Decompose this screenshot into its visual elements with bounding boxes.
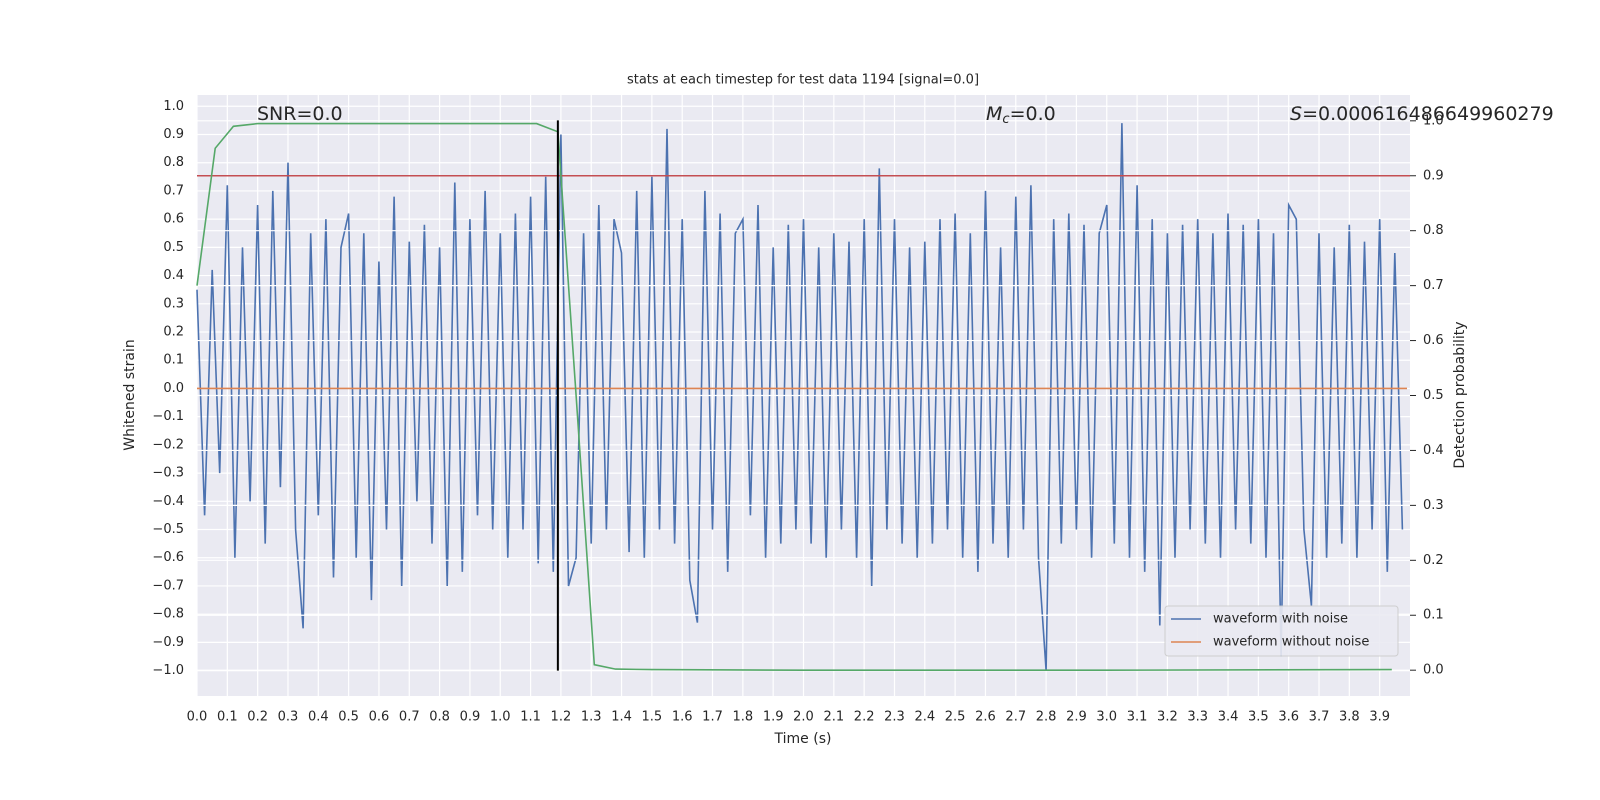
legend-label: waveform with noise [1213,612,1348,627]
x-tick-label: 3.0 [1096,710,1117,725]
annotation-text: SNR=0.0 [257,103,343,125]
y-tick-label: −0.6 [152,550,184,565]
x-tick-label: 2.8 [1036,710,1057,725]
y-tick-label: −0.7 [152,578,184,593]
x-tick-label: 2.9 [1066,710,1087,725]
chart-title: stats at each timestep for test data 119… [627,73,979,88]
y-tick-label: 1.0 [163,99,184,114]
annotation-text: =0.0 [1010,103,1056,125]
y-tick-label: 0.7 [163,183,184,198]
y-axis-label: Whitened strain [122,339,138,450]
x-tick-label: 0.0 [187,710,208,725]
x-tick-label: 2.7 [1005,710,1026,725]
x-tick-label: 1.8 [733,710,754,725]
y-tick-label: 0.0 [163,381,184,396]
y-tick-label: −0.3 [152,466,184,481]
y-tick-label: 0.3 [163,296,184,311]
x-tick-label: 0.6 [369,710,390,725]
y-tick-label: −0.8 [152,607,184,622]
x-tick-label: 1.4 [611,710,632,725]
x-tick-label: 3.1 [1127,710,1148,725]
x-tick-label: 3.7 [1309,710,1330,725]
x-tick-label: 0.4 [308,710,329,725]
y-tick-label: 0.1 [163,353,184,368]
y2-tick-label: 0.0 [1423,663,1444,678]
x-tick-label: 1.6 [672,710,693,725]
x-tick-label: 0.8 [429,710,450,725]
y-tick-label: −0.4 [152,494,184,509]
x-axis-label: Time (s) [774,731,832,747]
annotation: S=0.000616486649960279 [1290,103,1554,125]
legend-label: waveform without noise [1213,635,1369,650]
x-tick-label: 1.0 [490,710,511,725]
x-tick-label: 2.3 [884,710,905,725]
x-tick-label: 1.3 [581,710,602,725]
x-tick-label: 3.4 [1218,710,1239,725]
x-tick-label: 2.0 [793,710,814,725]
x-tick-label: 2.4 [914,710,935,725]
x-tick-label: 3.2 [1157,710,1178,725]
x-tick-label: 2.2 [854,710,875,725]
y2-axis-label: Detection probability [1452,321,1468,468]
x-tick-label: 0.9 [460,710,481,725]
y-tick-label: −1.0 [152,663,184,678]
x-tick-label: 3.3 [1187,710,1208,725]
y-tick-label: 0.5 [163,240,184,255]
annotation: Mc=0.0 [986,103,1056,127]
x-tick-label: 2.5 [945,710,966,725]
x-tick-label: 1.2 [551,710,572,725]
x-tick-label: 0.2 [247,710,268,725]
x-tick-label: 1.5 [642,710,663,725]
x-tick-label: 1.7 [702,710,723,725]
annotation: SNR=0.0 [257,103,343,125]
y2-tick-label: 0.3 [1423,498,1444,513]
x-tick-label: 3.9 [1369,710,1390,725]
x-tick-label: 0.3 [278,710,299,725]
legend-box [1164,605,1399,657]
data-line [196,123,1404,671]
y-tick-label: −0.5 [152,522,184,537]
y2-tick-label: 0.4 [1423,443,1444,458]
y-tick-label: −0.1 [152,409,184,424]
y-tick-label: 0.2 [163,325,184,340]
y2-tick-label: 0.1 [1423,608,1444,623]
annotation-text: =0.000616486649960279 [1302,103,1554,125]
x-tick-label: 0.7 [399,710,420,725]
annotation-symbol: M [986,103,1002,125]
y-tick-label: −0.2 [152,437,184,452]
y2-tick-label: 0.2 [1423,553,1444,568]
x-tick-label: 0.1 [217,710,238,725]
y2-tick-label: 0.5 [1423,388,1444,403]
x-tick-label: 2.6 [975,710,996,725]
x-tick-label: 3.5 [1248,710,1269,725]
y-tick-label: −0.9 [152,635,184,650]
y-tick-label: 0.8 [163,155,184,170]
y2-tick-label: 1.0 [1423,113,1444,128]
x-tick-label: 1.9 [763,710,784,725]
y2-tick-label: 0.7 [1423,278,1444,293]
x-tick-label: 3.6 [1278,710,1299,725]
y2-tick-label: 0.6 [1423,333,1444,348]
y-tick-label: 0.6 [163,212,184,227]
y-tick-label: 0.9 [163,127,184,142]
x-tick-label: 1.1 [520,710,541,725]
annotation-symbol: S [1290,103,1302,125]
y2-tick-label: 0.8 [1423,223,1444,238]
x-tick-label: 2.1 [823,710,844,725]
y-tick-label: 0.4 [163,268,184,283]
x-tick-label: 3.8 [1339,710,1360,725]
x-tick-label: 0.5 [338,710,359,725]
y2-tick-label: 0.9 [1423,168,1444,183]
annotation-subscript: c [1002,112,1009,127]
